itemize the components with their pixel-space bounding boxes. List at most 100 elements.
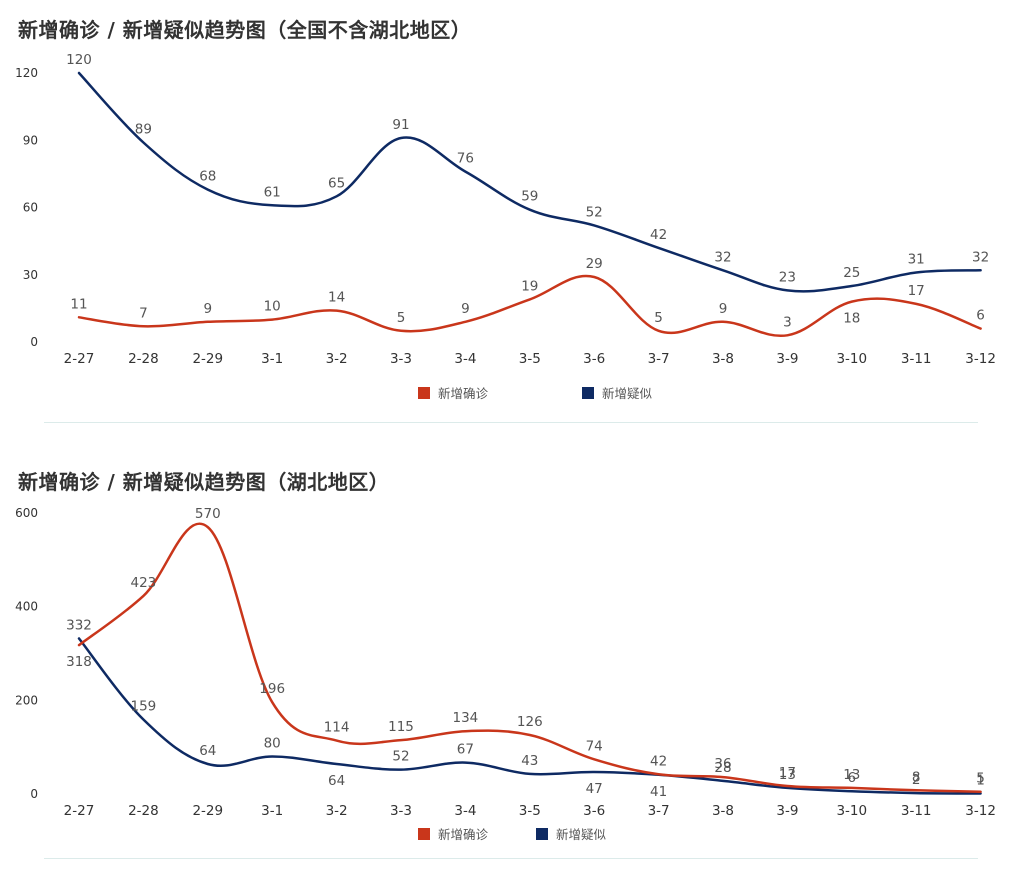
data-labels-confirmed: 11 7 9 10 14 5 9 19 29 5 9 3 18 17 6 xyxy=(70,256,984,330)
x-tick-label: 2-28 xyxy=(128,803,159,819)
data-label: 64 xyxy=(328,773,345,789)
data-label: 32 xyxy=(972,249,989,265)
y-tick-label: 60 xyxy=(23,201,38,215)
data-label: 31 xyxy=(908,252,925,268)
data-label: 32 xyxy=(714,249,731,265)
legend-swatch xyxy=(582,387,594,399)
y-axis: 0 200 400 600 xyxy=(15,506,38,801)
line-chart-hubei: 0 200 400 600 2-27 2-28 2-29 3-1 3-2 3-3 3-4 3-5 3-6… xyxy=(15,506,996,842)
data-label: 120 xyxy=(66,52,92,68)
series-line-suspected xyxy=(77,71,982,293)
legend-label: 新增确诊 xyxy=(438,827,489,842)
data-label: 29 xyxy=(586,256,603,272)
x-tick-label: 3-8 xyxy=(712,803,734,819)
series-line-confirmed xyxy=(77,522,982,793)
x-tick-label: 3-5 xyxy=(519,351,541,367)
chart-panel-hubei: 新增确诊 / 新增疑似趋势图（湖北地区） 0 200 400 600 2-27 2-28 2… xyxy=(0,452,1026,882)
data-label: 47 xyxy=(586,781,603,797)
y-tick-label: 400 xyxy=(15,600,38,614)
divider xyxy=(44,858,978,859)
legend-swatch xyxy=(536,828,548,840)
data-label: 19 xyxy=(521,278,538,294)
data-label: 74 xyxy=(586,738,603,754)
data-label: 28 xyxy=(714,760,731,776)
x-tick-label: 3-7 xyxy=(648,351,670,367)
x-tick-label: 3-6 xyxy=(583,351,605,367)
data-label: 3 xyxy=(783,314,792,330)
x-tick-label: 3-7 xyxy=(648,803,670,819)
x-tick-label: 3-10 xyxy=(836,803,867,819)
x-tick-label: 3-11 xyxy=(901,803,932,819)
line-chart-national: 0 30 60 90 120 2-27 2-28 2-29 3-1 3-2 3-3 3-4 3-5 3-6… xyxy=(15,52,996,401)
x-tick-label: 3-10 xyxy=(836,351,867,367)
x-tick-label: 3-9 xyxy=(776,803,798,819)
x-tick-label: 3-4 xyxy=(454,803,476,819)
data-label: 134 xyxy=(453,710,479,726)
data-label: 17 xyxy=(779,765,796,781)
x-tick-label: 3-12 xyxy=(965,351,996,367)
x-tick-label: 3-11 xyxy=(901,351,932,367)
divider xyxy=(44,422,978,423)
y-axis: 0 30 60 90 120 xyxy=(15,66,38,349)
x-tick-label: 3-6 xyxy=(583,803,605,819)
data-label: 159 xyxy=(131,699,157,715)
data-label: 76 xyxy=(457,151,474,167)
x-tick-label: 2-29 xyxy=(192,803,223,819)
data-label: 7 xyxy=(139,305,148,321)
data-label: 43 xyxy=(521,753,538,769)
data-label: 570 xyxy=(195,506,221,522)
data-label: 52 xyxy=(392,749,409,765)
data-label: 25 xyxy=(843,265,860,281)
data-label: 41 xyxy=(650,784,667,800)
chart-title: 新增确诊 / 新增疑似趋势图（全国不含湖北地区） xyxy=(18,18,472,42)
legend-label: 新增确诊 xyxy=(438,386,489,401)
data-label: 196 xyxy=(259,681,285,697)
data-label: 115 xyxy=(388,719,414,735)
data-label: 318 xyxy=(66,654,92,670)
y-tick-label: 30 xyxy=(23,268,38,282)
data-label: 10 xyxy=(264,299,281,315)
y-tick-label: 120 xyxy=(15,66,38,80)
data-label: 23 xyxy=(779,269,796,285)
x-tick-label: 3-1 xyxy=(261,803,283,819)
series-line-suspected xyxy=(77,637,982,795)
data-label: 64 xyxy=(199,743,216,759)
data-label: 11 xyxy=(70,296,87,312)
data-label: 91 xyxy=(392,117,409,133)
x-tick-label: 2-29 xyxy=(192,351,223,367)
y-tick-label: 200 xyxy=(15,693,38,707)
data-label: 1 xyxy=(976,773,985,789)
data-label: 9 xyxy=(461,301,470,317)
data-label: 423 xyxy=(131,575,157,591)
data-label: 14 xyxy=(328,290,345,306)
y-tick-label: 90 xyxy=(23,133,38,147)
data-label: 18 xyxy=(843,311,860,327)
y-tick-label: 0 xyxy=(30,787,38,801)
legend: 新增确诊 新增疑似 xyxy=(418,386,653,401)
x-axis: 2-27 2-28 2-29 3-1 3-2 3-3 3-4 3-5 3-6 3-7 3-8 3-9 3… xyxy=(64,803,996,819)
x-tick-label: 2-28 xyxy=(128,351,159,367)
x-tick-label: 3-4 xyxy=(454,351,476,367)
data-label: 332 xyxy=(66,618,92,634)
x-tick-label: 3-2 xyxy=(326,351,348,367)
data-label: 5 xyxy=(654,310,663,326)
legend-swatch xyxy=(418,828,430,840)
legend-swatch xyxy=(418,387,430,399)
data-labels-suspected: 120 89 68 61 65 91 76 59 52 42 32 23 25 31 32 xyxy=(66,52,989,285)
data-label: 114 xyxy=(324,720,350,736)
y-tick-label: 0 xyxy=(30,335,38,349)
data-label: 65 xyxy=(328,175,345,191)
data-label: 9 xyxy=(719,301,728,317)
data-label: 89 xyxy=(135,121,152,137)
data-label: 52 xyxy=(586,204,603,220)
chart-title: 新增确诊 / 新增疑似趋势图（湖北地区） xyxy=(18,470,390,494)
data-label: 5 xyxy=(976,771,985,787)
x-tick-label: 3-2 xyxy=(326,803,348,819)
data-label: 17 xyxy=(908,283,925,299)
x-tick-label: 2-27 xyxy=(64,803,95,819)
x-tick-label: 3-5 xyxy=(519,803,541,819)
data-label: 13 xyxy=(843,767,860,783)
x-tick-label: 3-12 xyxy=(965,803,996,819)
data-label: 9 xyxy=(204,301,213,317)
